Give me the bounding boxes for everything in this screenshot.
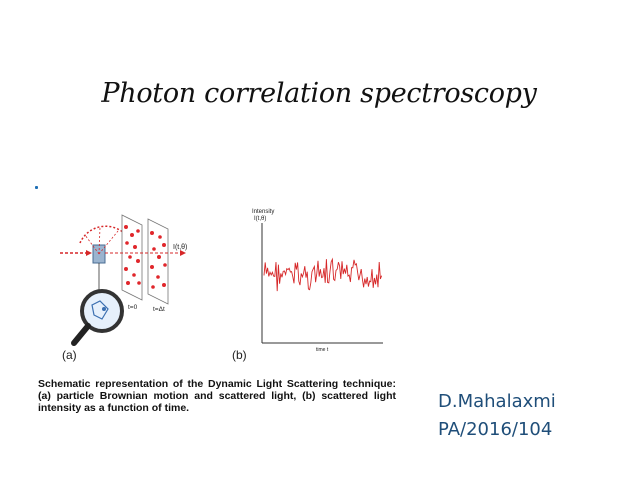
label-tdt: t=Δt [153, 306, 165, 313]
author-id: PA/2016/104 [438, 419, 553, 440]
intensity-signal [263, 257, 383, 292]
figure-a-label: (a) [62, 348, 77, 362]
figure-a-schematic: I(t,θ) t=0 t=Δt [60, 214, 187, 346]
plane-t0 [121, 214, 143, 301]
slide-title: Photon correlation spectroscopy [101, 78, 537, 109]
figure-b-intensity-plot: Intensity I(t,θ) time t [252, 209, 383, 353]
particles [124, 225, 167, 289]
y-axis-symbol: I(t,θ) [254, 216, 266, 222]
laser-arrow [86, 250, 92, 256]
magnifier-lens [80, 289, 124, 333]
x-axis-label: time t [316, 347, 329, 353]
y-axis-label: Intensity [252, 209, 274, 215]
author-name: D.Mahalaxmi [438, 391, 556, 412]
label-t0: t=0 [128, 304, 138, 311]
plane-tdt [147, 218, 169, 305]
scatter-arc [79, 225, 127, 244]
intensity-symbol: I(t,θ) [173, 244, 187, 251]
figure-b-label: (b) [232, 348, 247, 362]
figure-caption: Schematic representation of the Dynamic … [38, 378, 396, 414]
bullet-dot [35, 186, 38, 189]
magnifier-handle [71, 323, 91, 346]
author-block: D.Mahalaxmi PA/2016/104 [438, 388, 556, 444]
